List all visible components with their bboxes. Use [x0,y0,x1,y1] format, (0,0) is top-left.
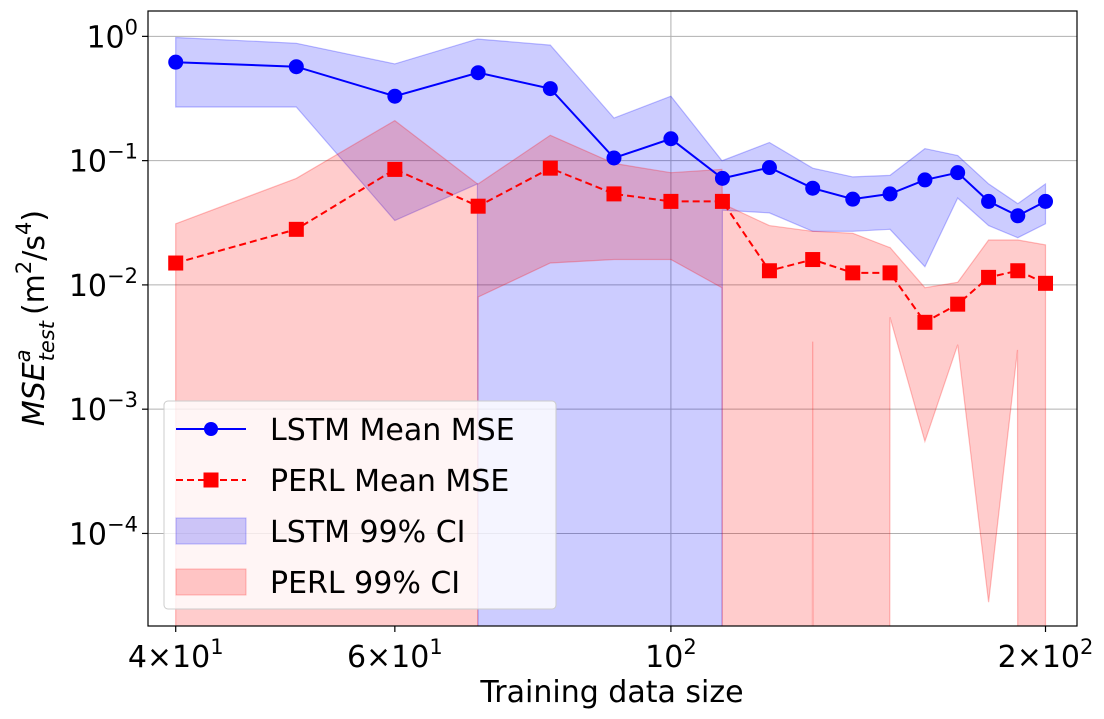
y-axis-title-units-end: ) [17,210,52,222]
tick-label-base: 10 [69,517,107,552]
x-tick-label: 2×102 [998,635,1094,675]
y-axis-title-units: (m [17,274,52,315]
tick-label-exponent: 0 [125,15,138,39]
tick-label-base: 10 [69,269,107,304]
y-tick-label: 10−1 [69,140,138,180]
data-point-perl-mean-mse [845,265,861,281]
plot-frame [147,10,1078,627]
data-point-lstm-mean-mse [387,88,403,104]
x-axis-title: Training data size [479,675,743,710]
data-point-lstm-mean-mse [714,170,730,186]
data-point-lstm-mean-mse [917,172,933,188]
data-point-perl-mean-mse [981,269,997,285]
tick-label-exponent: 1 [210,635,223,659]
legend-label: PERL 99% CI [270,566,460,601]
tick-label-exponent: 1 [429,635,442,659]
data-point-lstm-mean-mse [761,160,777,176]
y-axis-title: MSEatest (m2/s4) [11,210,59,426]
legend-label: PERL Mean MSE [270,464,509,499]
data-point-perl-mean-mse [470,198,486,214]
tick-label-base: 4×10 [128,640,210,675]
data-point-perl-mean-mse [882,265,898,281]
data-point-perl-mean-mse [606,186,622,202]
data-point-perl-mean-mse [1038,275,1054,291]
data-point-perl-mean-mse [542,160,558,176]
y-axis-title-subscript: test [35,320,59,361]
y-axis-title-superscript: a [11,349,35,362]
data-point-lstm-mean-mse [470,65,486,81]
tick-label-exponent: −3 [107,388,138,412]
data-point-perl-mean-mse [288,221,304,237]
tick-label-base: 10 [86,20,124,55]
y-axis-title-units-exp1: 2 [12,261,36,274]
data-point-lstm-mean-mse [542,81,558,97]
y-axis-title-units-mid: /s [17,235,52,261]
y-tick-label: 10−4 [69,512,138,552]
x-tick-label: 4×101 [128,635,224,675]
data-point-perl-mean-mse [387,161,403,177]
y-axis-title-mse: MSE [17,362,52,426]
data-point-lstm-mean-mse [1038,193,1054,209]
data-point-lstm-mean-mse [950,165,966,181]
tick-label-exponent: 2 [683,635,696,659]
tick-label-base: 6×10 [347,640,429,675]
legend-label: LSTM 99% CI [270,515,466,550]
data-point-lstm-mean-mse [845,191,861,207]
y-tick-label: 100 [86,15,138,55]
legend-label: LSTM Mean MSE [270,413,515,448]
data-point-perl-mean-mse [714,193,730,209]
data-point-lstm-mean-mse [288,59,304,75]
tick-label-exponent: −1 [107,140,138,164]
tick-label-base: 10 [645,640,683,675]
legend-box [163,400,557,610]
data-point-lstm-mean-mse [606,150,622,166]
x-tick-label: 6×101 [347,635,443,675]
legend-swatch [175,568,247,596]
data-point-perl-mean-mse [663,193,679,209]
tick-label-exponent: −2 [107,264,138,288]
data-point-perl-mean-mse [950,296,966,312]
y-tick-label: 10−3 [69,388,138,428]
y-tick-label: 10−2 [69,264,138,304]
tick-label-exponent: −4 [107,512,138,536]
data-point-perl-mean-mse [168,255,184,271]
data-point-perl-mean-mse [805,252,821,268]
legend-swatch [175,517,247,545]
data-point-perl-mean-mse [1010,263,1026,279]
data-point-lstm-mean-mse [663,131,679,147]
y-axis-title-units-exp2: 4 [12,222,36,235]
tick-label-exponent: 2 [1080,635,1093,659]
series [168,54,1054,330]
data-point-perl-mean-mse [761,263,777,279]
legend: LSTM Mean MSE PERL Mean MSE LSTM 99% CI PER… [163,400,557,610]
tick-label-base: 10 [69,145,107,180]
data-point-lstm-mean-mse [805,180,821,196]
data-point-lstm-mean-mse [168,54,184,70]
data-point-perl-mean-mse [917,314,933,330]
legend-marker [203,472,219,488]
ci-band-lstm-99-ci [175,36,1047,626]
tick-label-base: 10 [69,393,107,428]
data-point-lstm-mean-mse [981,193,997,209]
tick-label-base: 2×10 [998,640,1080,675]
x-tick-label: 102 [645,635,697,675]
data-point-lstm-mean-mse [882,186,898,202]
legend-marker [204,422,218,436]
data-point-lstm-mean-mse [1010,208,1026,224]
